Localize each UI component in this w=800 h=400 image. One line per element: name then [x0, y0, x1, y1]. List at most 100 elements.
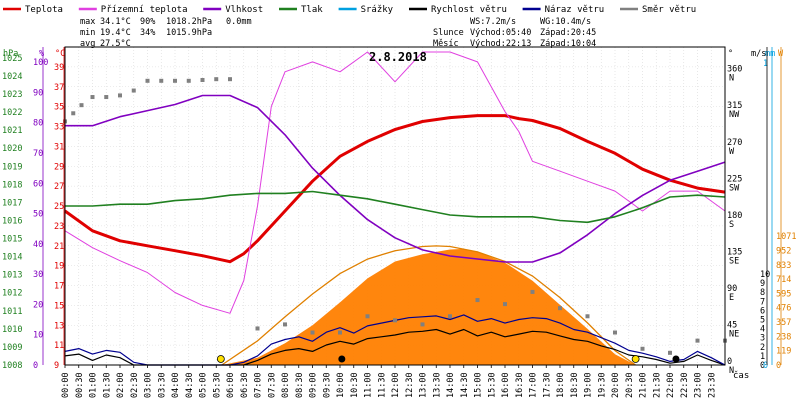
axis-hpa-tick: 1012: [2, 289, 22, 299]
legend-label: Vlhkost: [225, 5, 263, 15]
wind-direction-point: [558, 306, 562, 311]
axis-ms-tick: 7: [760, 297, 765, 307]
axis-dir-tick: E: [729, 293, 734, 303]
x-tick-label: 12:00: [391, 372, 401, 398]
x-tick-label: 09:00: [309, 372, 319, 398]
stat-min-hum: 34%: [140, 28, 155, 38]
x-tick-label: 19:00: [584, 372, 594, 398]
stat-ws: WS:7.2m/s: [470, 17, 516, 27]
axis-dir-tick: SW: [729, 183, 740, 193]
x-tick-label: 10:30: [350, 372, 360, 398]
series-line-vlhkost: [65, 94, 726, 263]
wind-direction-point: [420, 322, 425, 327]
wind-direction-layer: [63, 77, 727, 363]
x-tick-label: 15:00: [474, 372, 484, 398]
axis-dir-tick: W: [729, 147, 735, 157]
wind-direction-point: [228, 77, 232, 82]
x-tick-label: 07:30: [267, 372, 277, 398]
x-tick-label: 18:00: [556, 372, 566, 398]
axis-dir-tick: S: [729, 220, 734, 230]
axis-wm2-tick: 476: [776, 304, 791, 314]
axis-wm2-tick: 1071: [776, 232, 796, 242]
x-tick-label: 11:00: [364, 372, 374, 398]
x-tick-label: 00:00: [61, 372, 71, 398]
legend-label: Teplota: [25, 5, 63, 15]
stat-avg-label: avg: [80, 39, 95, 49]
stat-min-label: min: [80, 28, 95, 38]
wind-direction-point: [338, 330, 342, 335]
x-tick-label: 17:00: [529, 372, 539, 398]
x-tick-label: 15:30: [487, 372, 497, 398]
axis-dir-tick: N: [729, 74, 734, 84]
wind-direction-point: [283, 322, 287, 327]
wind-direction-point: [255, 326, 260, 331]
axis-hpa-tick: 1015: [2, 235, 22, 245]
axis-degc-tick: 9: [54, 361, 59, 371]
axis-pct-tick: 40: [33, 240, 43, 250]
x-tick-label: 06:00: [226, 372, 236, 398]
legend-label: Srážky: [361, 5, 394, 15]
legend-label: Náraz větru: [545, 5, 605, 15]
moonset-marker: [338, 355, 346, 363]
axis-pct-tick: 0: [33, 361, 38, 371]
x-tick-label: 10:00: [336, 372, 346, 398]
axis-degc-label: °C: [55, 49, 65, 59]
wind-direction-point: [585, 314, 590, 319]
wind-direction-point: [668, 350, 672, 355]
axis-degc-tick: 39: [54, 63, 64, 73]
axis-degc-tick: 35: [54, 103, 64, 113]
axis-degc-tick: 33: [54, 123, 64, 133]
stat-max-rain: 0.0mm: [226, 17, 252, 27]
wind-direction-point: [393, 318, 397, 323]
axis-degc-tick: 27: [54, 182, 64, 192]
axis-ms-tick: 4: [760, 325, 765, 335]
x-tick-label: 05:30: [212, 372, 222, 398]
solar-radiation-area: [221, 248, 636, 365]
grid: [64, 47, 726, 366]
axis-wm2-tick: 714: [776, 275, 791, 285]
wind-direction-point: [640, 346, 645, 351]
axis-pct-label: %: [39, 49, 44, 59]
axis-deg-tick: 45: [727, 320, 737, 330]
x-tick-label: 01:30: [102, 372, 112, 398]
x-tick-label: 12:30: [405, 372, 415, 398]
axis-hpa-tick: 1014: [2, 253, 22, 263]
x-tick-label: 17:30: [542, 372, 552, 398]
x-tick-label: 21:30: [652, 372, 662, 398]
sunset-marker: [631, 355, 640, 363]
axis-pct-tick: 30: [33, 270, 43, 280]
stat-min-press: 1015.9hPa: [166, 28, 212, 38]
stat-max-press: 1018.2hPa: [166, 17, 212, 27]
x-tick-label: 14:30: [460, 372, 470, 398]
axis-hpa-tick: 1023: [2, 90, 22, 100]
axes-layer: hPa1025102410231022102110201019101810171…: [2, 47, 796, 376]
axis-wm2-tick: 595: [776, 289, 791, 299]
wind-direction-point: [145, 78, 150, 83]
x-tick-label: 02:00: [116, 372, 126, 398]
x-tick-label: 01:00: [89, 372, 99, 398]
wind-direction-point: [695, 338, 700, 343]
wind-direction-point: [475, 298, 480, 303]
axis-ms-tick: 2: [760, 343, 765, 353]
wind-direction-point: [214, 77, 219, 82]
stat-max-label: max: [80, 17, 95, 27]
wind-direction-point: [159, 78, 164, 83]
axis-wm2-tick: 952: [776, 246, 791, 256]
wind-direction-point: [104, 95, 109, 100]
x-tick-label: 08:00: [281, 372, 291, 398]
x-tick-label: 16:30: [515, 372, 525, 398]
axis-ms-tick: 3: [760, 334, 765, 344]
axis-wm2-tick: 833: [776, 261, 791, 271]
axis-dir-tick: NW: [729, 110, 740, 120]
x-tick-label: 22:30: [680, 372, 690, 398]
axis-degc-tick: 29: [54, 162, 64, 172]
axis-hpa-tick: 1011: [2, 307, 22, 317]
x-tick-label: 23:00: [694, 372, 704, 398]
axis-pct-tick: 70: [33, 149, 43, 159]
axis-wm2-tick: 119: [776, 347, 791, 357]
axis-hpa-tick: 1021: [2, 126, 22, 136]
x-tick-label: 02:30: [130, 372, 140, 398]
axis-hpa-tick: 1013: [2, 271, 22, 281]
axis-mm-tick: 1: [763, 59, 768, 69]
